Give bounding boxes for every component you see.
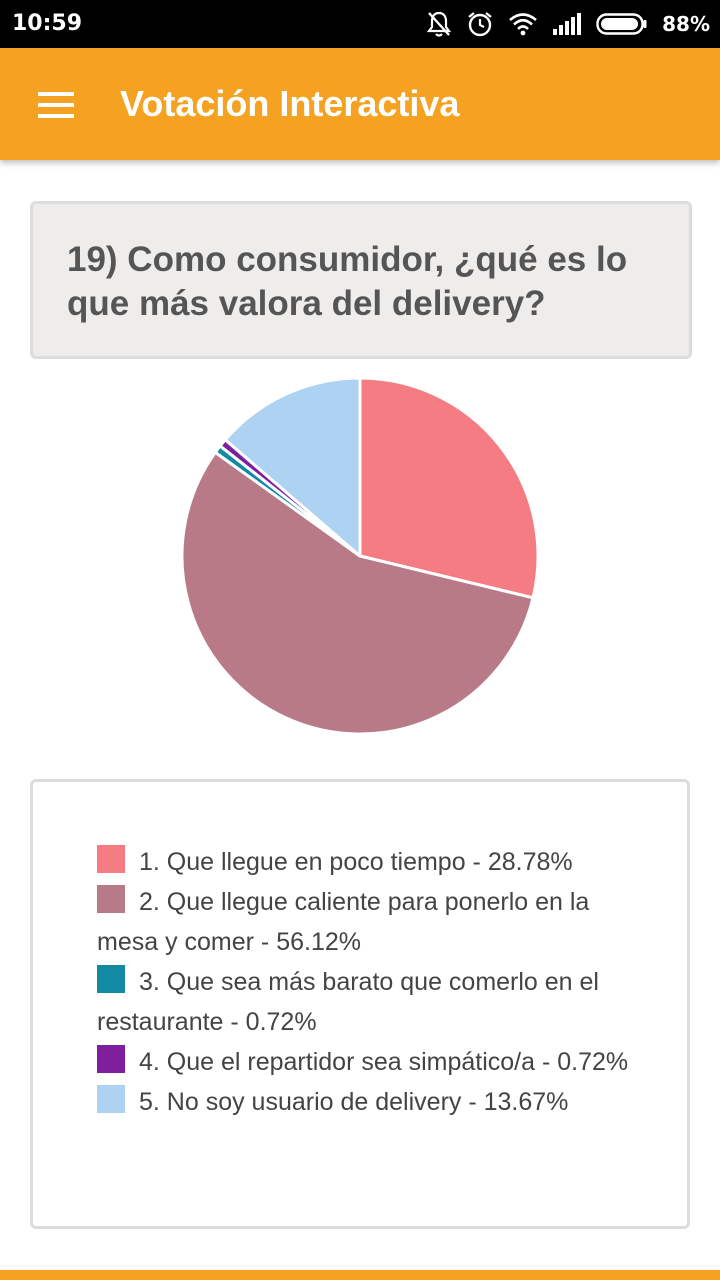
legend-item-2: 2. Que llegue caliente para ponerlo en l… <box>97 882 637 962</box>
legend-swatch <box>97 1045 125 1073</box>
status-icons: 88% <box>426 0 710 48</box>
legend-card: 1. Que llegue en poco tiempo - 28.78% 2. … <box>30 779 690 1229</box>
legend-label: 5. No soy usuario de delivery - 13.67% <box>139 1088 569 1116</box>
legend-label: 1. Que llegue en poco tiempo - 28.78% <box>139 848 573 876</box>
pie-slice-1 <box>358 376 540 600</box>
legend-swatch <box>97 1085 125 1113</box>
app-title: Votación Interactiva <box>120 83 460 124</box>
pie-slice-2 <box>180 450 535 736</box>
wifi-icon <box>509 13 537 36</box>
pie-slice-5 <box>223 376 362 558</box>
legend-label: 2. Que llegue caliente para ponerlo en l… <box>97 888 590 956</box>
legend-swatch <box>97 845 125 873</box>
battery-percentage: 88% <box>662 12 710 36</box>
status-bar: 10:59 88% <box>0 0 720 48</box>
status-time: 10:59 <box>12 11 83 36</box>
menu-icon[interactable] <box>38 92 74 118</box>
pie-chart <box>180 376 540 736</box>
legend-item-5: 5. No soy usuario de delivery - 13.67% <box>97 1082 637 1122</box>
legend-item-4: 4. Que el repartidor sea simpático/a - 0… <box>97 1042 637 1082</box>
legend-item-3: 3. Que sea más barato que comerlo en el … <box>97 962 637 1042</box>
bell-off-icon <box>426 11 452 37</box>
legend-swatch <box>97 965 125 993</box>
question-card: 19) Como consumidor, ¿qué es lo que más … <box>30 201 692 359</box>
legend-label: 4. Que el repartidor sea simpático/a - 0… <box>139 1048 629 1076</box>
battery-icon <box>596 13 647 35</box>
question-text: 19) Como consumidor, ¿qué es lo que más … <box>67 240 628 323</box>
legend-label: 3. Que sea más barato que comerlo en el … <box>97 968 599 1036</box>
legend-item-1: 1. Que llegue en poco tiempo - 28.78% <box>97 842 637 882</box>
signal-icon <box>553 13 582 35</box>
legend-swatch <box>97 885 125 913</box>
legend-list: 1. Que llegue en poco tiempo - 28.78% 2. … <box>97 842 637 1122</box>
bottom-bar <box>0 1270 720 1280</box>
app-bar: Votación Interactiva <box>0 48 720 160</box>
alarm-icon <box>468 12 492 37</box>
